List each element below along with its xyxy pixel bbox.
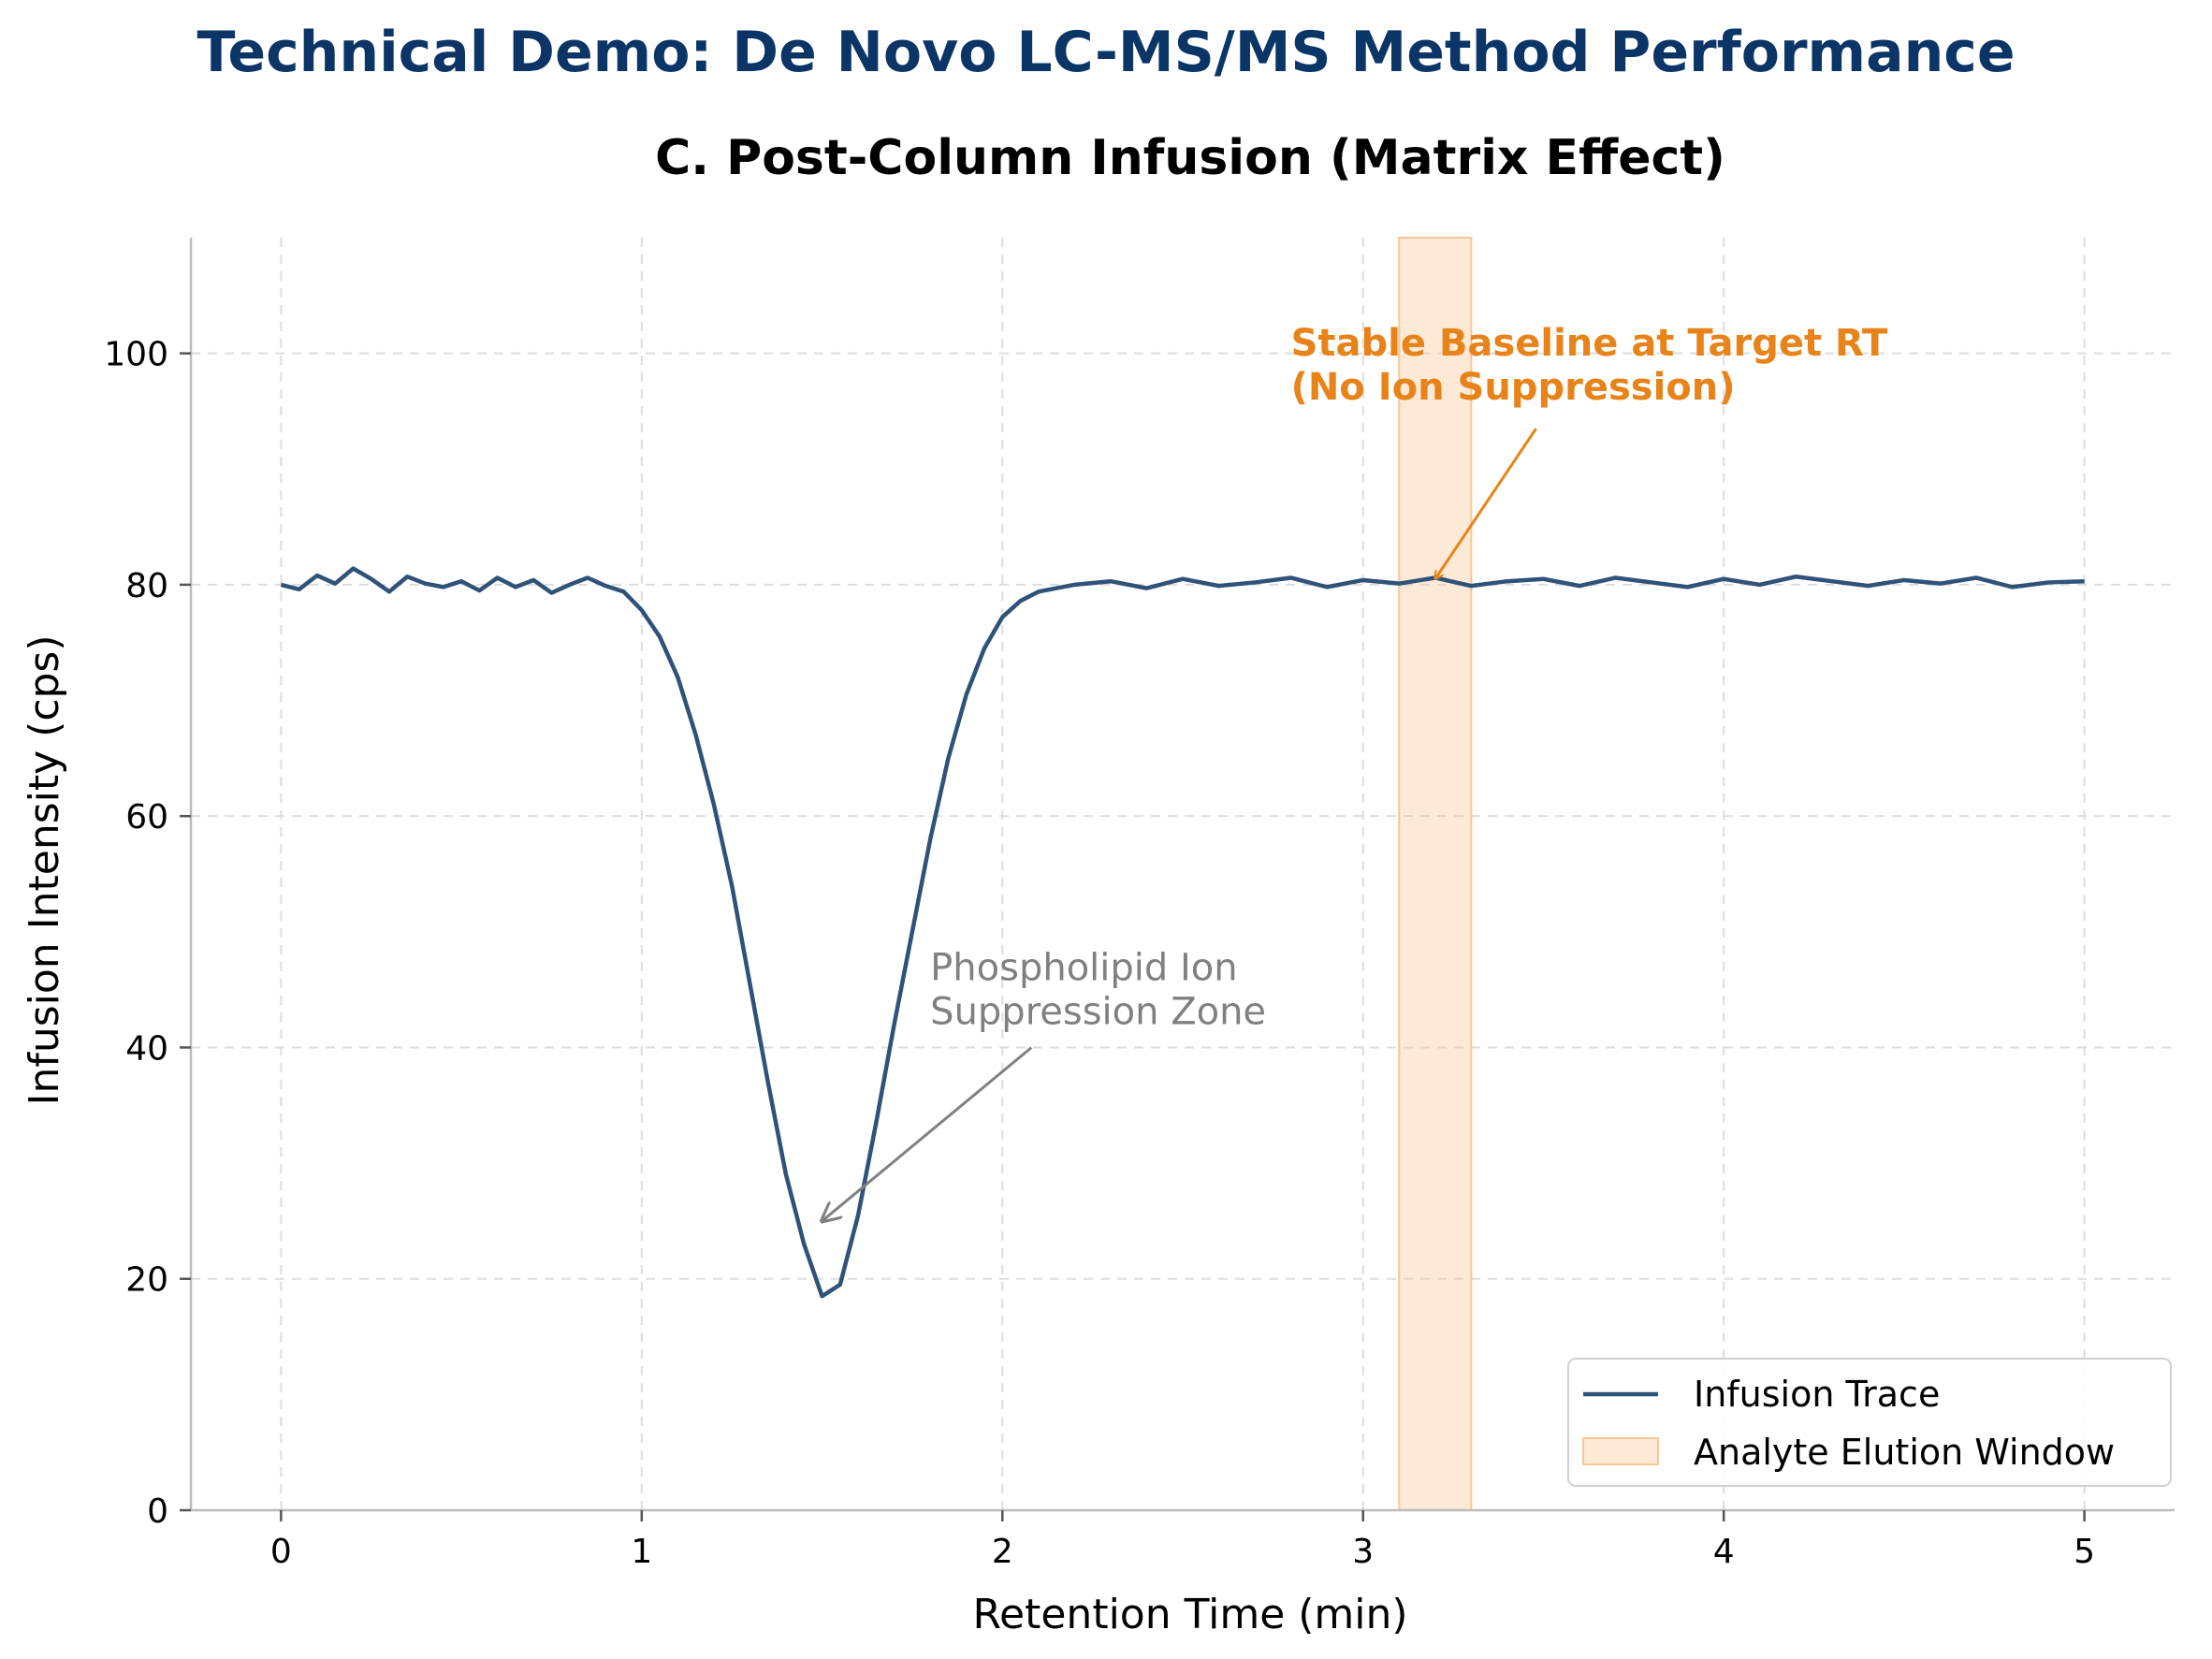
legend-box: [1567, 1358, 2172, 1487]
x-axis-label: Retention Time (min): [972, 1591, 1407, 1638]
analyte-elution-window: [1398, 237, 1473, 1511]
infusion-trace-line: [280, 566, 2085, 1299]
chart-title: C. Post-Column Infusion (Matrix Effect): [655, 130, 1725, 186]
annotation-stable-line2: (No Ion Suppression): [1291, 366, 1736, 409]
annotation-suppression-line2: Suppression Zone: [930, 991, 1266, 1034]
grid-lines: [191, 238, 2175, 1511]
annotation-stable-baseline: Stable Baseline at Target RT (No Ion Sup…: [1291, 322, 1888, 579]
axes: [180, 238, 2175, 1521]
annotation-suppression-line1: Phospholipid Ion: [930, 947, 1237, 990]
annotation-suppression-zone: Phospholipid Ion Suppression Zone: [822, 947, 1266, 1221]
figure-suptitle: Technical Demo: De Novo LC-MS/MS Method …: [196, 20, 2015, 85]
legend-window-swatch: [1582, 1437, 1659, 1465]
y-tick-label: 20: [125, 1261, 168, 1300]
x-tick-labels: 0 1 2 3 4 5: [270, 1533, 2095, 1571]
y-tick-labels: 0 20 40 60 80 100: [104, 336, 168, 1531]
x-tick-label: 2: [992, 1533, 1013, 1571]
legend-trace-label: Infusion Trace: [1694, 1374, 1940, 1415]
y-tick-label: 40: [125, 1029, 168, 1068]
y-tick-label: 100: [104, 336, 168, 374]
legend: Infusion Trace Analyte Elution Window: [1567, 1358, 2172, 1487]
y-tick-label: 0: [147, 1492, 168, 1531]
y-tick-label: 80: [125, 567, 168, 605]
x-tick-label: 5: [2074, 1533, 2095, 1571]
x-tick-label: 3: [1352, 1533, 1374, 1571]
annotation-suppression-arrow: [822, 1046, 1033, 1221]
y-axis-label: Infusion Intensity (cps): [21, 634, 68, 1105]
x-tick-label: 4: [1713, 1533, 1735, 1571]
x-tick-label: 1: [631, 1533, 652, 1571]
legend-window-label: Analyte Elution Window: [1694, 1432, 2115, 1473]
annotation-stable-arrow: [1435, 428, 1537, 579]
x-tick-label: 0: [270, 1533, 292, 1571]
annotation-stable-line1: Stable Baseline at Target RT: [1291, 322, 1888, 365]
y-tick-label: 60: [125, 798, 168, 837]
